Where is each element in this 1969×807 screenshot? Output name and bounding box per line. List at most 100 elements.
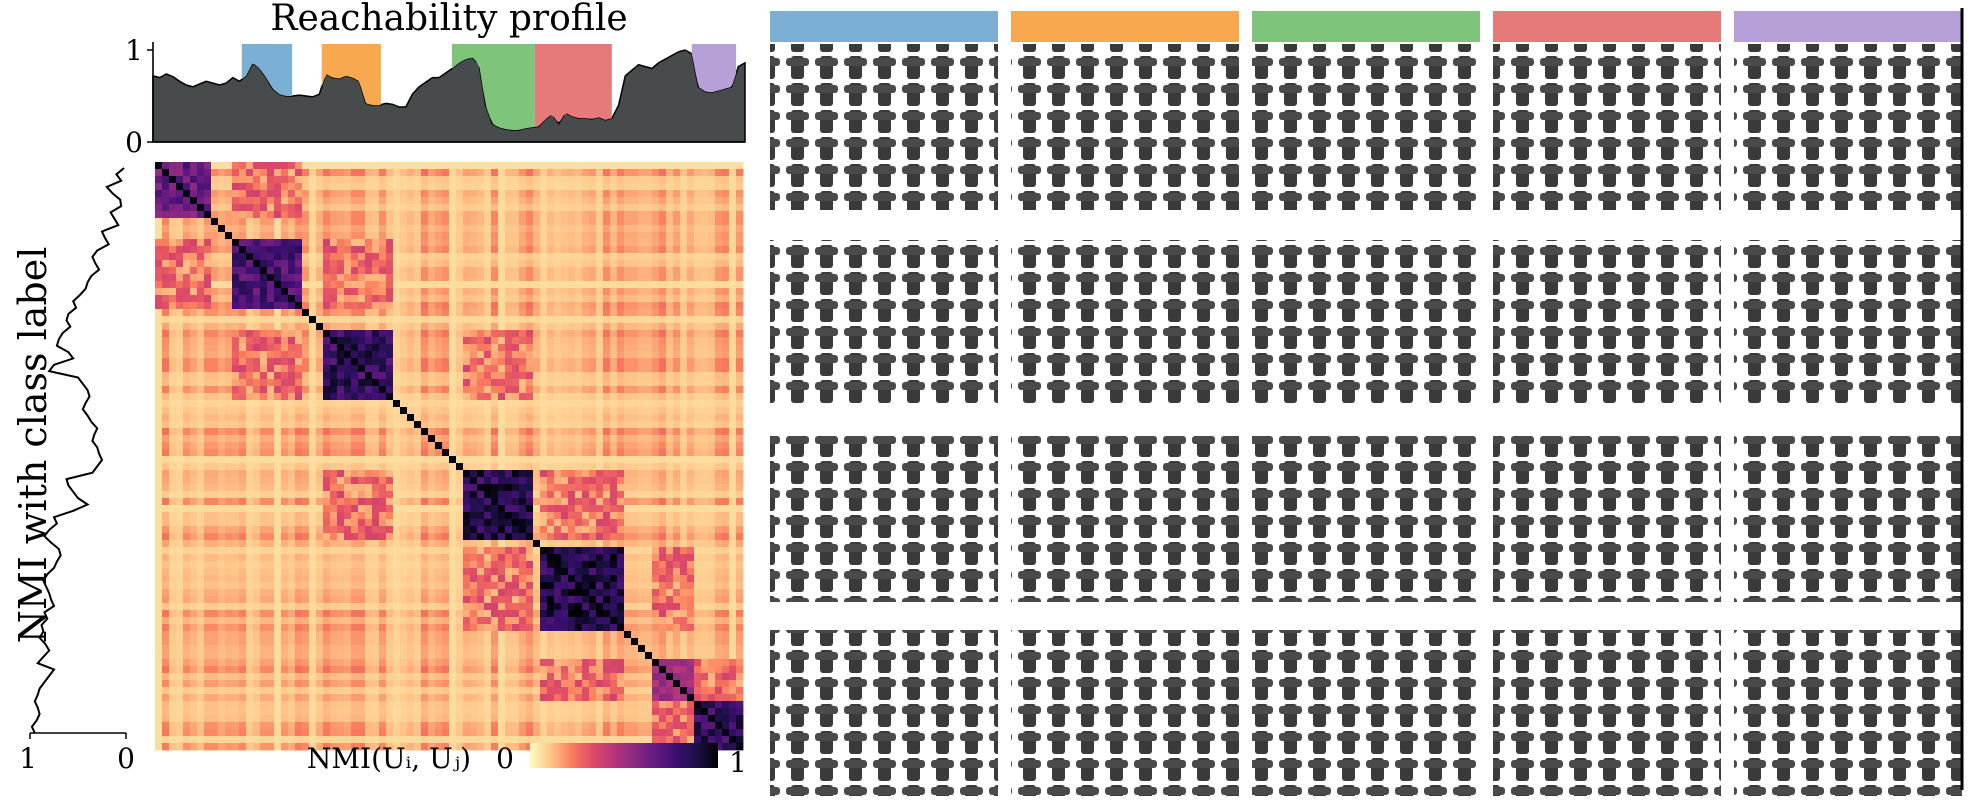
heatmap-cell bbox=[533, 365, 540, 372]
heatmap-cell bbox=[323, 274, 330, 281]
heatmap-cell bbox=[246, 232, 253, 239]
heatmap-cell bbox=[456, 351, 463, 358]
heatmap-cell bbox=[225, 379, 232, 386]
heatmap-cell bbox=[540, 442, 547, 449]
heatmap-cell bbox=[631, 330, 638, 337]
heatmap-cell bbox=[470, 358, 477, 365]
heatmap-cell bbox=[463, 561, 470, 568]
heatmap-cell bbox=[274, 449, 281, 456]
heatmap-cell bbox=[491, 407, 498, 414]
heatmap-cell bbox=[421, 561, 428, 568]
heatmap-cell bbox=[456, 309, 463, 316]
heatmap-cell bbox=[428, 463, 435, 470]
heatmap-cell bbox=[316, 344, 323, 351]
heatmap-cell bbox=[379, 225, 386, 232]
heatmap-cell bbox=[456, 162, 463, 169]
heatmap-cell bbox=[512, 344, 519, 351]
heatmap-cell bbox=[652, 498, 659, 505]
heatmap-cell bbox=[624, 183, 631, 190]
heatmap-cell bbox=[652, 554, 659, 561]
heatmap-cell bbox=[526, 484, 533, 491]
heatmap-cell bbox=[169, 162, 176, 169]
heatmap-cell bbox=[414, 442, 421, 449]
heatmap-cell bbox=[155, 463, 162, 470]
heatmap-cell bbox=[568, 232, 575, 239]
heatmap-cell bbox=[197, 260, 204, 267]
heatmap-cell bbox=[176, 218, 183, 225]
heatmap-cell bbox=[687, 554, 694, 561]
heatmap-cell bbox=[407, 470, 414, 477]
heatmap-cell bbox=[162, 561, 169, 568]
heatmap-cell bbox=[715, 183, 722, 190]
heatmap-cell bbox=[673, 218, 680, 225]
heatmap-cell bbox=[442, 183, 449, 190]
heatmap-cell bbox=[547, 190, 554, 197]
heatmap-cell bbox=[554, 253, 561, 260]
heatmap-cell bbox=[337, 498, 344, 505]
heatmap-cell bbox=[393, 526, 400, 533]
heatmap-cell bbox=[722, 204, 729, 211]
heatmap-cell bbox=[400, 393, 407, 400]
heatmap-cell bbox=[561, 225, 568, 232]
heatmap-cell bbox=[687, 302, 694, 309]
heatmap-cell bbox=[295, 414, 302, 421]
heatmap-cell bbox=[176, 379, 183, 386]
heatmap-cell bbox=[204, 456, 211, 463]
heatmap-cell bbox=[505, 218, 512, 225]
heatmap-cell bbox=[484, 309, 491, 316]
heatmap-cell bbox=[218, 337, 225, 344]
heatmap-cell bbox=[540, 197, 547, 204]
heatmap-cell bbox=[554, 204, 561, 211]
heatmap-cell bbox=[162, 211, 169, 218]
heatmap-cell bbox=[484, 407, 491, 414]
heatmap-cell bbox=[526, 400, 533, 407]
heatmap-cell bbox=[624, 372, 631, 379]
heatmap-cell bbox=[365, 323, 372, 330]
heatmap-cell bbox=[617, 176, 624, 183]
heatmap-cell bbox=[414, 449, 421, 456]
heatmap-cell bbox=[428, 330, 435, 337]
heatmap-cell bbox=[232, 295, 239, 302]
heatmap-cell bbox=[274, 407, 281, 414]
heatmap-cell bbox=[736, 477, 743, 484]
heatmap-cell bbox=[414, 176, 421, 183]
heatmap-cell bbox=[463, 554, 470, 561]
heatmap-cell bbox=[470, 547, 477, 554]
heatmap-cell bbox=[176, 442, 183, 449]
heatmap-cell bbox=[204, 169, 211, 176]
heatmap-cell bbox=[400, 246, 407, 253]
heatmap-cell bbox=[365, 190, 372, 197]
heatmap-cell bbox=[736, 561, 743, 568]
heatmap-cell bbox=[309, 498, 316, 505]
heatmap-cell bbox=[386, 225, 393, 232]
heatmap-cell bbox=[183, 505, 190, 512]
heatmap-cell bbox=[337, 330, 344, 337]
heatmap-cell bbox=[414, 393, 421, 400]
heatmap-cell bbox=[169, 407, 176, 414]
heatmap-cell bbox=[351, 505, 358, 512]
heatmap-cell bbox=[218, 470, 225, 477]
heatmap-cell bbox=[694, 204, 701, 211]
heatmap-cell bbox=[309, 547, 316, 554]
heatmap-cell bbox=[589, 225, 596, 232]
heatmap-cell bbox=[239, 505, 246, 512]
heatmap-cell bbox=[729, 414, 736, 421]
heatmap-cell bbox=[589, 456, 596, 463]
heatmap-cell bbox=[365, 386, 372, 393]
heatmap-cell bbox=[512, 351, 519, 358]
heatmap-cell bbox=[211, 211, 218, 218]
heatmap-cell bbox=[568, 344, 575, 351]
heatmap-cell bbox=[225, 491, 232, 498]
heatmap-cell bbox=[393, 253, 400, 260]
heatmap-cell bbox=[729, 421, 736, 428]
heatmap-cell bbox=[288, 407, 295, 414]
heatmap-cell bbox=[267, 547, 274, 554]
heatmap-cell bbox=[666, 505, 673, 512]
heatmap-cell bbox=[519, 239, 526, 246]
heatmap-cell bbox=[253, 232, 260, 239]
heatmap-cell bbox=[575, 477, 582, 484]
heatmap-cell bbox=[302, 162, 309, 169]
heatmap-cell bbox=[386, 554, 393, 561]
heatmap-cell bbox=[610, 211, 617, 218]
heatmap-cell bbox=[442, 484, 449, 491]
